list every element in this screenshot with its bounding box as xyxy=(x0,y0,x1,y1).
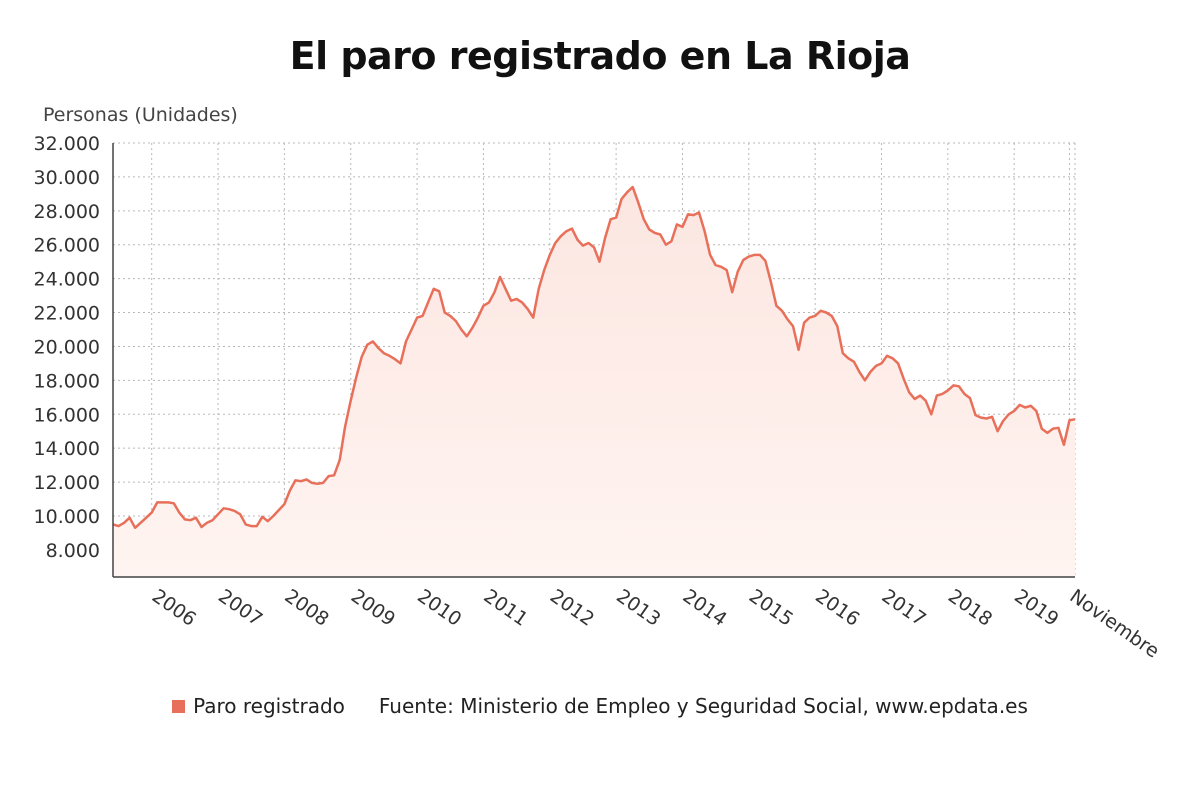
y-tick-label: 22.000 xyxy=(34,303,100,325)
legend: Paro registrado Fuente: Ministerio de Emp… xyxy=(0,694,1200,718)
y-axis-label: Personas (Unidades) xyxy=(43,104,238,126)
y-tick-label: 14.000 xyxy=(34,438,100,460)
x-tick-label: 2009 xyxy=(347,585,399,631)
y-tick-label: 28.000 xyxy=(34,201,100,223)
x-tick-label: 2012 xyxy=(546,585,598,631)
legend-label: Paro registrado xyxy=(193,694,345,718)
x-tick-label: 2018 xyxy=(944,585,996,631)
y-tick-label: 10.000 xyxy=(34,506,100,528)
series-line-paro-registrado xyxy=(112,185,1076,530)
y-tick-label: 30.000 xyxy=(34,167,100,189)
axes xyxy=(112,143,1075,578)
x-tick-labels: 2006 2007 2008 2009 2010 2011 2012 2013 2014 2015… xyxy=(148,585,1163,663)
x-tick-label: Noviembre xyxy=(1066,585,1164,663)
y-tick-label: 18.000 xyxy=(34,370,100,392)
y-tick-label: 32.000 xyxy=(34,133,100,155)
chart: Personas (Unidades) 8.000 10.000 12.000 14.… xyxy=(34,104,1164,663)
area-fill xyxy=(113,187,1075,577)
x-tick-label: 2008 xyxy=(281,585,333,631)
x-tick-label: 2006 xyxy=(148,585,200,631)
y-tick-label: 12.000 xyxy=(34,472,100,494)
source-note: Fuente: Ministerio de Empleo y Seguridad… xyxy=(378,694,1028,718)
x-tick-label: 2007 xyxy=(214,585,266,631)
x-tick-label: 2017 xyxy=(878,585,930,631)
x-tick-label: 2014 xyxy=(679,585,731,631)
x-tick-label: 2010 xyxy=(413,585,465,631)
y-tick-label: 24.000 xyxy=(34,269,100,291)
chart-title: El paro registrado en La Rioja xyxy=(289,34,911,78)
legend-swatch xyxy=(172,700,186,713)
y-tick-labels: 8.000 10.000 12.000 14.000 16.000 18.000 20.00… xyxy=(34,133,100,562)
y-tick-label: 20.000 xyxy=(34,336,100,358)
x-tick-label: 2015 xyxy=(745,585,797,631)
x-tick-label: 2019 xyxy=(1010,585,1062,631)
x-tick-label: 2013 xyxy=(612,585,664,631)
x-tick-label: 2011 xyxy=(480,585,532,631)
y-tick-label: 26.000 xyxy=(34,235,100,257)
x-tick-label: 2016 xyxy=(811,585,863,631)
y-tick-label: 8.000 xyxy=(46,540,100,562)
y-tick-label: 16.000 xyxy=(34,404,100,426)
